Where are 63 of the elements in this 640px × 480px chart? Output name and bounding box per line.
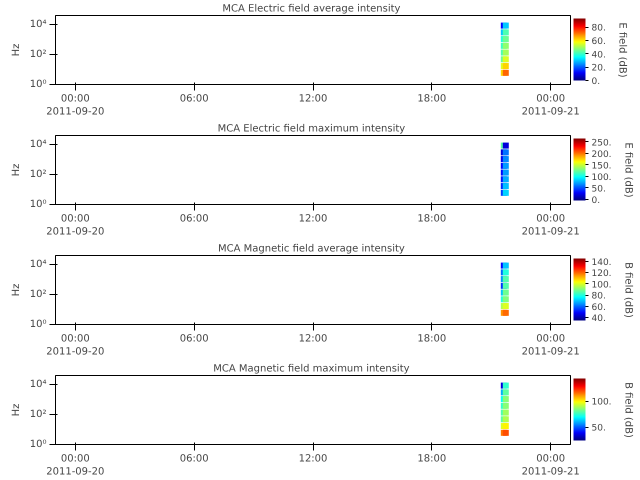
- x-tick-label: 00:00 2011-09-20: [46, 214, 104, 238]
- x-tick-label: 12:00: [298, 214, 328, 224]
- color-bar-label: 120.: [592, 269, 612, 280]
- y-tick-label: 10²: [30, 169, 46, 180]
- color-bar-label: 50.: [592, 424, 606, 434]
- chart-title: MCA Electric field average intensity: [222, 4, 401, 14]
- x-tick-label: 00:00 2011-09-20: [46, 334, 104, 358]
- x-tick-label: 12:00: [298, 94, 328, 104]
- x-tick-label: 06:00: [180, 454, 209, 464]
- color-bar-label: 140.: [592, 258, 612, 268]
- color-bar-title: E field (dB): [616, 22, 628, 78]
- x-tick-label: 00:00 2011-09-20: [46, 94, 104, 118]
- x-tick-label: 18:00: [417, 334, 446, 344]
- x-tick-label: 06:00: [180, 334, 209, 344]
- y-tick-label: 10⁰: [30, 439, 46, 450]
- color-bar-label: 0.: [592, 77, 600, 87]
- y-axis-title: Hz: [10, 164, 22, 176]
- x-tick-label: 18:00: [417, 214, 446, 224]
- x-tick-label: 00:00 2011-09-21: [522, 214, 580, 238]
- y-tick-label: 10²: [30, 289, 46, 300]
- color-bar-label: 40.: [592, 50, 606, 60]
- color-bar-label: 80.: [592, 24, 606, 34]
- x-tick-label: 00:00 2011-09-21: [522, 454, 580, 478]
- color-bar-label: 200.: [592, 150, 612, 160]
- color-bar-label: 80.: [592, 292, 606, 302]
- y-tick-label: 10⁰: [30, 199, 46, 210]
- y-axis-title: Hz: [10, 44, 22, 56]
- color-bar-label: 20.: [592, 64, 606, 74]
- color-bar-label: 250.: [592, 138, 612, 148]
- y-axis-title: Hz: [10, 284, 22, 296]
- y-tick-label: 10²: [30, 409, 46, 420]
- chart-title: MCA Magnetic field average intensity: [218, 244, 405, 254]
- y-tick-label: 10⁰: [30, 319, 46, 330]
- x-tick-label: 18:00: [417, 454, 446, 464]
- chart-title: MCA Magnetic field maximum intensity: [213, 364, 410, 374]
- chart-title: MCA Electric field maximum intensity: [218, 124, 406, 134]
- color-bar-title: B field (dB): [622, 382, 634, 438]
- x-tick-label: 00:00 2011-09-21: [522, 94, 580, 118]
- x-tick-label: 00:00 2011-09-21: [522, 334, 580, 358]
- y-tick-label: 10²: [30, 49, 46, 60]
- color-bar-title: E field (dB): [622, 142, 634, 198]
- color-bar-label: 100.: [592, 398, 612, 408]
- x-tick-label: 18:00: [417, 94, 446, 104]
- y-tick-label: 10⁴: [30, 139, 46, 150]
- y-axis-title: Hz: [10, 404, 22, 416]
- x-tick-label: 00:00 2011-09-20: [46, 454, 104, 478]
- y-tick-label: 10⁴: [30, 379, 46, 390]
- x-tick-label: 06:00: [180, 214, 209, 224]
- color-bar-label: 40.: [592, 314, 606, 324]
- color-bar-label: 60.: [592, 37, 606, 47]
- x-tick-label: 06:00: [180, 94, 209, 104]
- y-tick-label: 10⁰: [30, 79, 46, 90]
- x-tick-label: 12:00: [298, 454, 328, 464]
- color-bar-label: 0.: [592, 196, 600, 206]
- color-bar-label: 50.: [592, 184, 606, 194]
- color-bar-label: 100.: [592, 280, 612, 290]
- y-tick-label: 10⁴: [30, 259, 46, 270]
- color-bar-label: 100.: [592, 172, 612, 183]
- color-bar-label: 60.: [592, 302, 606, 313]
- color-bar-label: 150.: [592, 161, 612, 172]
- y-tick-label: 10⁴: [30, 19, 46, 30]
- color-bar-title: B field (dB): [622, 262, 634, 318]
- x-tick-label: 12:00: [298, 334, 328, 344]
